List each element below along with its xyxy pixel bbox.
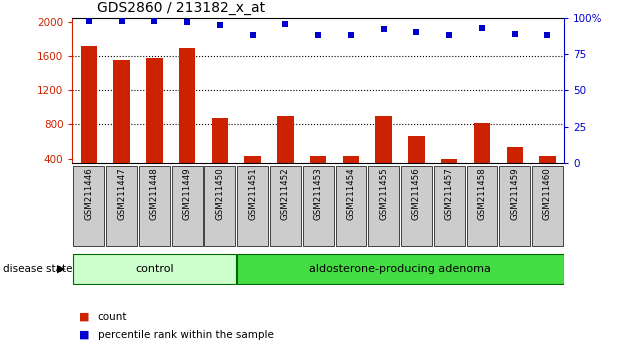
Text: percentile rank within the sample: percentile rank within the sample	[98, 330, 273, 339]
Bar	[467, 166, 497, 246]
Text: ■: ■	[79, 312, 89, 322]
Bar	[270, 166, 301, 246]
Bar	[238, 166, 268, 246]
Bar	[401, 166, 432, 246]
Text: GSM211451: GSM211451	[248, 167, 257, 220]
Bar	[539, 156, 556, 163]
Text: control: control	[135, 264, 174, 274]
Bar	[343, 156, 359, 163]
Bar	[500, 166, 530, 246]
Bar	[408, 136, 425, 163]
Text: GSM211460: GSM211460	[543, 167, 552, 220]
Point	[215, 22, 225, 28]
Point	[248, 32, 258, 38]
Text: ■: ■	[79, 330, 89, 339]
Text: count: count	[98, 312, 127, 322]
Text: GSM211455: GSM211455	[379, 167, 388, 220]
Bar	[205, 166, 235, 246]
Point	[182, 19, 192, 25]
Point	[84, 18, 94, 23]
Text: GSM211459: GSM211459	[510, 167, 519, 220]
Text: GSM211448: GSM211448	[150, 167, 159, 220]
Text: disease state: disease state	[3, 264, 72, 274]
Bar	[277, 116, 294, 163]
Bar	[244, 156, 261, 163]
Point	[477, 25, 487, 31]
Point	[510, 31, 520, 36]
Bar	[81, 46, 97, 163]
Point	[379, 27, 389, 32]
Text: GSM211446: GSM211446	[84, 167, 93, 220]
Point	[411, 29, 421, 35]
Bar	[375, 116, 392, 163]
Text: GSM211458: GSM211458	[478, 167, 486, 220]
Text: GSM211450: GSM211450	[215, 167, 224, 220]
Point	[280, 21, 290, 26]
Bar	[172, 166, 202, 246]
Point	[149, 18, 159, 23]
Bar	[441, 159, 457, 163]
Bar	[336, 166, 366, 246]
Point	[542, 32, 553, 38]
Bar	[146, 58, 163, 163]
Bar	[106, 166, 137, 246]
Bar	[73, 254, 236, 284]
Text: GSM211449: GSM211449	[183, 167, 192, 220]
Bar	[113, 59, 130, 163]
Point	[346, 32, 356, 38]
Bar	[74, 166, 104, 246]
Text: GSM211453: GSM211453	[314, 167, 323, 220]
Text: GSM211454: GSM211454	[346, 167, 355, 220]
Point	[313, 32, 323, 38]
Text: GSM211447: GSM211447	[117, 167, 126, 220]
Bar	[532, 166, 563, 246]
Bar	[212, 118, 228, 163]
Bar	[474, 123, 490, 163]
Bar	[139, 166, 169, 246]
Text: GSM211452: GSM211452	[281, 167, 290, 220]
Text: GSM211457: GSM211457	[445, 167, 454, 220]
Bar	[310, 156, 326, 163]
Text: aldosterone-producing adenoma: aldosterone-producing adenoma	[309, 264, 491, 274]
Bar	[369, 166, 399, 246]
Point	[117, 18, 127, 23]
Text: GDS2860 / 213182_x_at: GDS2860 / 213182_x_at	[97, 1, 265, 15]
Bar	[434, 166, 464, 246]
Text: GSM211456: GSM211456	[412, 167, 421, 220]
Bar	[237, 254, 563, 284]
Bar	[507, 148, 523, 163]
Point	[444, 32, 454, 38]
Bar	[303, 166, 333, 246]
Bar	[179, 47, 195, 163]
Text: ▶: ▶	[57, 264, 65, 274]
